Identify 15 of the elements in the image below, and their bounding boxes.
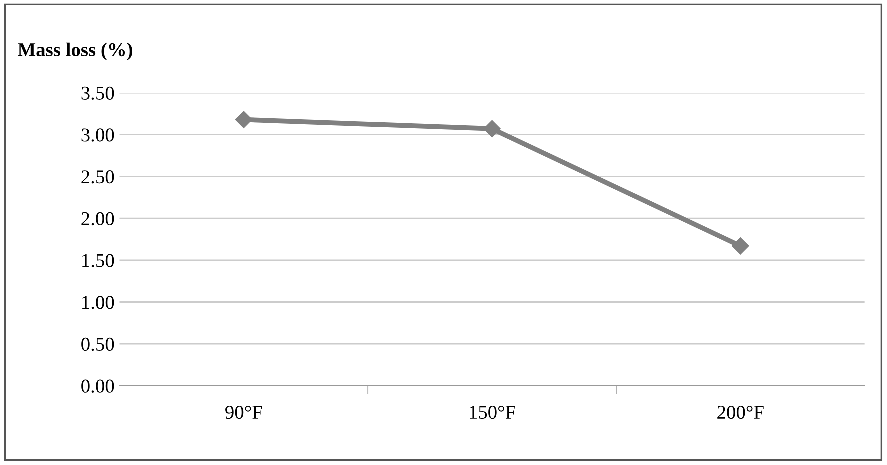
point [484,120,501,138]
y-tick-label: 2.00 [82,212,114,226]
x-tick-label: 90°F [226,406,262,420]
point [235,111,252,128]
y-tick-label: 1.00 [82,296,114,310]
y-axis-title: Mass loss (%) [18,42,132,60]
y-tick-label: 0.00 [82,380,114,393]
y-tick-label: 3.00 [82,128,114,142]
x-tick-label: 200°F [718,406,764,420]
y-tick-label: 3.50 [82,86,114,100]
y-tick-label: 2.50 [82,170,114,184]
y-tick-label: 1.50 [82,254,114,268]
y-tick-label: 0.50 [82,338,114,352]
point [732,238,750,255]
x-tick-label: 150°F [470,406,516,420]
